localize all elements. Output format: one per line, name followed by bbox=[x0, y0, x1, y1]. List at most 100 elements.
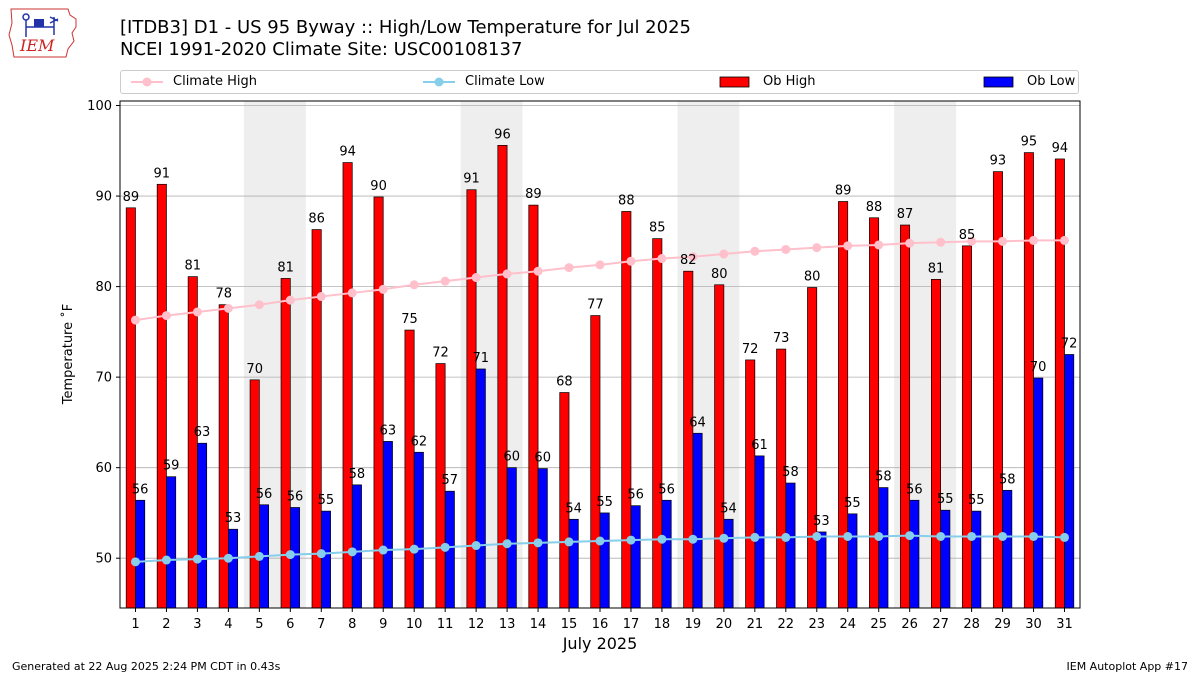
ob-low-label: 71 bbox=[473, 351, 490, 366]
legend-label-ob-low: Ob Low bbox=[1027, 74, 1076, 89]
ob-low-bar bbox=[630, 505, 641, 609]
iem-logo: IEM bbox=[8, 8, 77, 58]
ob-high-label: 93 bbox=[990, 154, 1007, 169]
iowa-outline-icon bbox=[8, 8, 77, 58]
climate-low-point bbox=[750, 532, 760, 542]
climate-low-point bbox=[719, 533, 729, 543]
data-labels: 89 91 81 78 70 81 86 94 90 75 72 91 96 89 68 77 88 85 82 80… bbox=[123, 127, 1078, 529]
climate-low-point bbox=[564, 537, 574, 547]
ob-high-label: 72 bbox=[742, 342, 759, 357]
climate-high-point bbox=[316, 292, 326, 302]
ob-low-label: 56 bbox=[906, 482, 923, 497]
climate-high-point bbox=[378, 284, 388, 294]
climate-low-point bbox=[192, 554, 202, 564]
ob-low-bar bbox=[661, 499, 672, 609]
x-tick-label: 21 bbox=[747, 617, 764, 632]
ob-high-bar bbox=[559, 392, 570, 609]
ob-low-bar bbox=[413, 451, 424, 609]
x-tick-label: 20 bbox=[716, 617, 733, 632]
ob-high-label: 80 bbox=[711, 267, 728, 282]
ob-low-bar bbox=[599, 512, 610, 609]
y-tick-label: 50 bbox=[95, 552, 112, 567]
x-tick-label: 3 bbox=[193, 617, 201, 632]
ob-low-bar bbox=[135, 499, 146, 609]
ob-high-label: 90 bbox=[370, 179, 387, 194]
x-tick-label: 1 bbox=[131, 617, 139, 632]
legend-label-ob-high: Ob High bbox=[763, 74, 816, 89]
ob-low-bar bbox=[197, 442, 208, 609]
climate-low-point bbox=[161, 555, 171, 565]
x-tick-label: 30 bbox=[1025, 617, 1042, 632]
x-tick-label: 8 bbox=[348, 617, 356, 632]
y-tick-label: 100 bbox=[87, 99, 112, 114]
ob-low-bar bbox=[166, 476, 177, 609]
logo-text: IEM bbox=[19, 36, 55, 55]
ob-low-bar bbox=[909, 499, 920, 609]
climate-high-point bbox=[285, 295, 295, 305]
x-tick-label: 24 bbox=[839, 617, 856, 632]
climate-high-point bbox=[781, 244, 791, 254]
climate-low-point bbox=[657, 534, 667, 544]
x-tick-label: 16 bbox=[592, 617, 609, 632]
ob-high-label: 89 bbox=[525, 187, 542, 202]
ob-low-label: 63 bbox=[380, 423, 397, 438]
legend-label-climate-high: Climate High bbox=[173, 74, 258, 89]
ob-low-bar bbox=[1002, 489, 1013, 609]
ob-low-bar bbox=[785, 482, 796, 609]
climate-high-point bbox=[130, 315, 140, 325]
ob-low-label: 56 bbox=[658, 482, 675, 497]
climate-low-point bbox=[502, 539, 512, 549]
x-tick-label: 17 bbox=[623, 617, 640, 632]
x-tick-label: 13 bbox=[499, 617, 516, 632]
ob-low-bar bbox=[1064, 354, 1075, 609]
x-tick-label: 14 bbox=[530, 617, 547, 632]
ob-low-bar bbox=[692, 432, 703, 609]
title-line-1: [ITDB3] D1 - US 95 Byway :: High/Low Tem… bbox=[120, 17, 691, 38]
ob-low-label: 58 bbox=[875, 470, 892, 485]
footer-generated: Generated at 22 Aug 2025 2:24 PM CDT in … bbox=[12, 660, 281, 673]
ob-high-label: 80 bbox=[804, 270, 821, 285]
ob-low-bar bbox=[940, 509, 951, 609]
ob-low-label: 56 bbox=[256, 487, 273, 502]
climate-low-point bbox=[843, 531, 853, 541]
ob-low-label: 62 bbox=[411, 434, 428, 449]
ob-high-bar bbox=[156, 183, 167, 609]
ob-high-label: 94 bbox=[339, 145, 356, 160]
ob-high-label: 88 bbox=[618, 193, 635, 208]
ob-low-bar bbox=[320, 510, 331, 609]
y-tick-label: 80 bbox=[95, 280, 112, 295]
climate-high-point bbox=[874, 240, 884, 250]
ob-high-label: 72 bbox=[432, 346, 449, 361]
ob-high-bar bbox=[961, 245, 972, 609]
climate-low-point bbox=[378, 545, 388, 555]
x-tick-label: 26 bbox=[901, 617, 918, 632]
x-tick-label: 28 bbox=[963, 617, 980, 632]
climate-low-point bbox=[1060, 532, 1070, 542]
y-axis-label: Temperature ˚F bbox=[60, 304, 76, 405]
x-tick-label: 5 bbox=[255, 617, 263, 632]
x-tick-label: 2 bbox=[162, 617, 170, 632]
ob-low-label: 55 bbox=[937, 492, 954, 507]
ob-high-label: 73 bbox=[773, 331, 790, 346]
ob-high-label: 87 bbox=[897, 207, 914, 222]
ob-low-bar bbox=[878, 487, 889, 609]
x-tick-label: 7 bbox=[317, 617, 325, 632]
anemometer-icon bbox=[22, 13, 30, 21]
ob-high-bar bbox=[931, 279, 941, 609]
climate-high-point bbox=[254, 300, 264, 310]
y-tick-label: 70 bbox=[95, 371, 112, 386]
climate-high-point bbox=[688, 252, 698, 262]
ob-low-bar bbox=[568, 518, 579, 609]
ob-high-label: 89 bbox=[123, 190, 140, 205]
climate-low-point bbox=[967, 531, 977, 541]
ob-high-label: 91 bbox=[154, 166, 171, 181]
ob-low-bar bbox=[971, 510, 982, 609]
ob-low-bar bbox=[537, 468, 548, 609]
x-tick-label: 9 bbox=[379, 617, 387, 632]
ob-low-label: 58 bbox=[999, 472, 1016, 487]
x-tick-label: 6 bbox=[286, 617, 294, 632]
climate-high-point bbox=[967, 236, 977, 246]
y-tick-label: 90 bbox=[95, 190, 112, 205]
climate-low-point bbox=[688, 534, 698, 544]
ob-high-label: 86 bbox=[308, 212, 325, 227]
